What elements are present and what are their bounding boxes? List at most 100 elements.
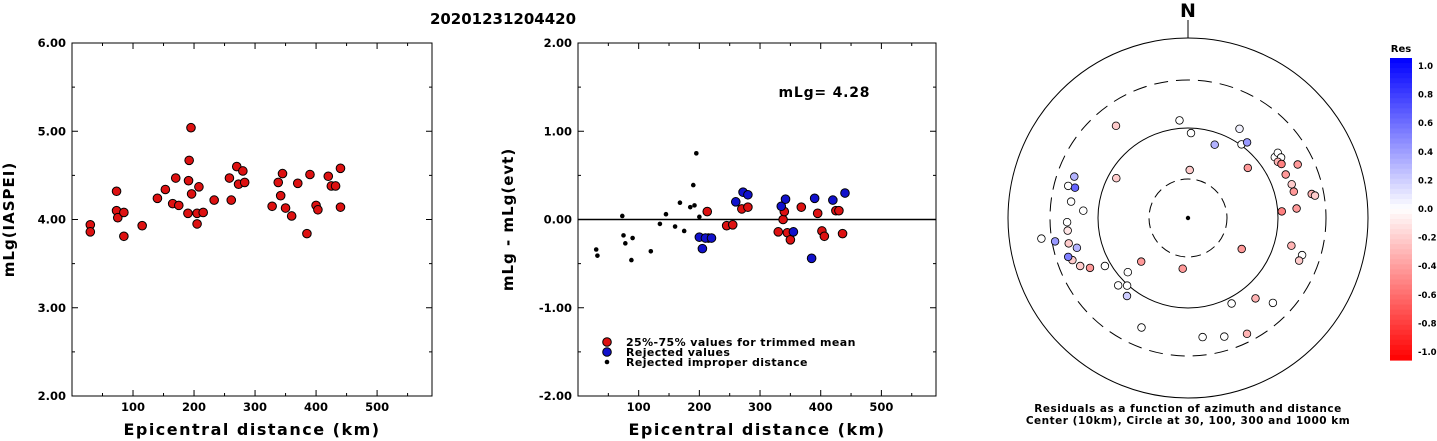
residual-point bbox=[1122, 291, 1132, 301]
residual-point bbox=[1137, 323, 1146, 332]
colorbar-segment bbox=[1390, 324, 1412, 331]
colorbar-segment bbox=[1390, 158, 1412, 165]
colorbar-tick-label: -0.2 bbox=[1418, 234, 1437, 244]
colorbar-segment bbox=[1390, 299, 1412, 306]
data-point bbox=[183, 208, 193, 219]
data-point bbox=[809, 193, 820, 204]
colorbar-segment bbox=[1390, 103, 1412, 109]
mlg-annotation: mLg= 4.28 bbox=[778, 85, 870, 101]
residual-point bbox=[1292, 204, 1301, 213]
data-point bbox=[623, 241, 628, 246]
data-point bbox=[226, 195, 237, 205]
plot-frame bbox=[71, 42, 433, 397]
residual-point bbox=[1072, 243, 1082, 252]
colorbar-segment bbox=[1390, 68, 1412, 74]
data-point bbox=[323, 171, 334, 182]
colorbar-segment bbox=[1390, 63, 1412, 69]
data-point bbox=[819, 231, 830, 242]
data-point bbox=[330, 181, 341, 191]
residual-point bbox=[1063, 252, 1073, 262]
data-point bbox=[837, 228, 848, 239]
residual-point bbox=[1112, 173, 1121, 183]
north-label: N bbox=[1180, 0, 1196, 22]
data-point bbox=[773, 227, 784, 237]
data-point bbox=[788, 227, 799, 237]
ring-30km bbox=[1148, 178, 1228, 258]
data-point bbox=[796, 202, 807, 212]
data-point bbox=[697, 214, 702, 220]
colorbar-segment bbox=[1390, 153, 1412, 160]
residual-point bbox=[1268, 298, 1278, 308]
data-point bbox=[286, 211, 297, 221]
data-point bbox=[619, 213, 625, 219]
data-point bbox=[593, 247, 599, 252]
colorbar-segment bbox=[1390, 239, 1412, 245]
colorbar-segment bbox=[1390, 229, 1412, 235]
legend-label: 25%-75% values for trimmed mean bbox=[626, 336, 856, 349]
residual-point bbox=[1122, 281, 1132, 290]
residual-point bbox=[1111, 121, 1121, 130]
data-point bbox=[657, 221, 663, 227]
colorbar-segment bbox=[1390, 148, 1412, 155]
data-point bbox=[119, 207, 129, 218]
data-point bbox=[681, 228, 687, 234]
data-point bbox=[186, 189, 197, 199]
residual-point bbox=[1310, 191, 1320, 200]
data-point bbox=[292, 178, 303, 189]
x-tick-label: 400 bbox=[809, 400, 833, 414]
middle-residual-chart: 100 200 300 400 500 -2.00 -1.00 0.00 1.00 2.00 Epi… bbox=[499, 36, 937, 439]
x-axis-label: Epicentral distance (km) bbox=[628, 420, 885, 439]
colorbar-title: Res bbox=[1391, 44, 1411, 55]
residual-point bbox=[1287, 180, 1296, 189]
colorbar-segment bbox=[1390, 269, 1412, 276]
residual-point bbox=[1186, 128, 1196, 138]
colorbar-segment bbox=[1390, 304, 1412, 311]
data-point bbox=[186, 122, 196, 133]
colorbar-segment bbox=[1390, 314, 1412, 321]
colorbar-segment bbox=[1390, 128, 1412, 135]
colorbar-segment bbox=[1390, 334, 1412, 341]
colorbar-segment bbox=[1390, 289, 1412, 296]
residual-point bbox=[1066, 197, 1076, 206]
colorbar-segment bbox=[1390, 93, 1412, 99]
colorbar-segment bbox=[1390, 254, 1412, 260]
data-point bbox=[630, 235, 635, 241]
colorbar-segment bbox=[1390, 219, 1412, 225]
colorbar-segment bbox=[1390, 209, 1412, 215]
data-point bbox=[595, 253, 600, 258]
y-tick-label: -1.00 bbox=[539, 301, 572, 315]
colorbar-segment bbox=[1390, 173, 1412, 180]
residual-point bbox=[1064, 239, 1073, 248]
data-point bbox=[697, 243, 708, 254]
data-point bbox=[621, 233, 626, 238]
data-point bbox=[778, 214, 788, 225]
data-point bbox=[694, 151, 699, 156]
data-point bbox=[690, 182, 696, 188]
data-point bbox=[170, 173, 181, 183]
data-point bbox=[239, 177, 250, 188]
residual-point bbox=[1289, 187, 1298, 196]
residual-point bbox=[1235, 124, 1244, 133]
data-point bbox=[812, 208, 823, 219]
colorbar-segment bbox=[1390, 188, 1412, 195]
residual-point bbox=[1037, 234, 1046, 243]
colorbar-segment bbox=[1390, 133, 1412, 140]
residual-point bbox=[1242, 138, 1252, 147]
data-point bbox=[663, 211, 669, 217]
residual-point bbox=[1277, 207, 1286, 216]
colorbar-segment bbox=[1390, 73, 1412, 79]
colorbar-segment bbox=[1390, 138, 1412, 145]
legend-marker bbox=[602, 337, 612, 347]
data-point bbox=[160, 184, 171, 195]
residual-point bbox=[1185, 165, 1194, 175]
colorbar-tick-label: -1.0 bbox=[1418, 348, 1437, 358]
residual-point bbox=[1100, 261, 1110, 271]
data-point bbox=[194, 182, 204, 192]
residual-point bbox=[1075, 261, 1085, 271]
data-point bbox=[687, 204, 693, 210]
residual-point bbox=[1198, 332, 1207, 342]
data-point bbox=[730, 197, 741, 207]
y-axis-label: mLg(IASPEI) bbox=[0, 162, 18, 277]
x-tick-label: 100 bbox=[121, 400, 145, 414]
residual-point bbox=[1178, 264, 1187, 273]
